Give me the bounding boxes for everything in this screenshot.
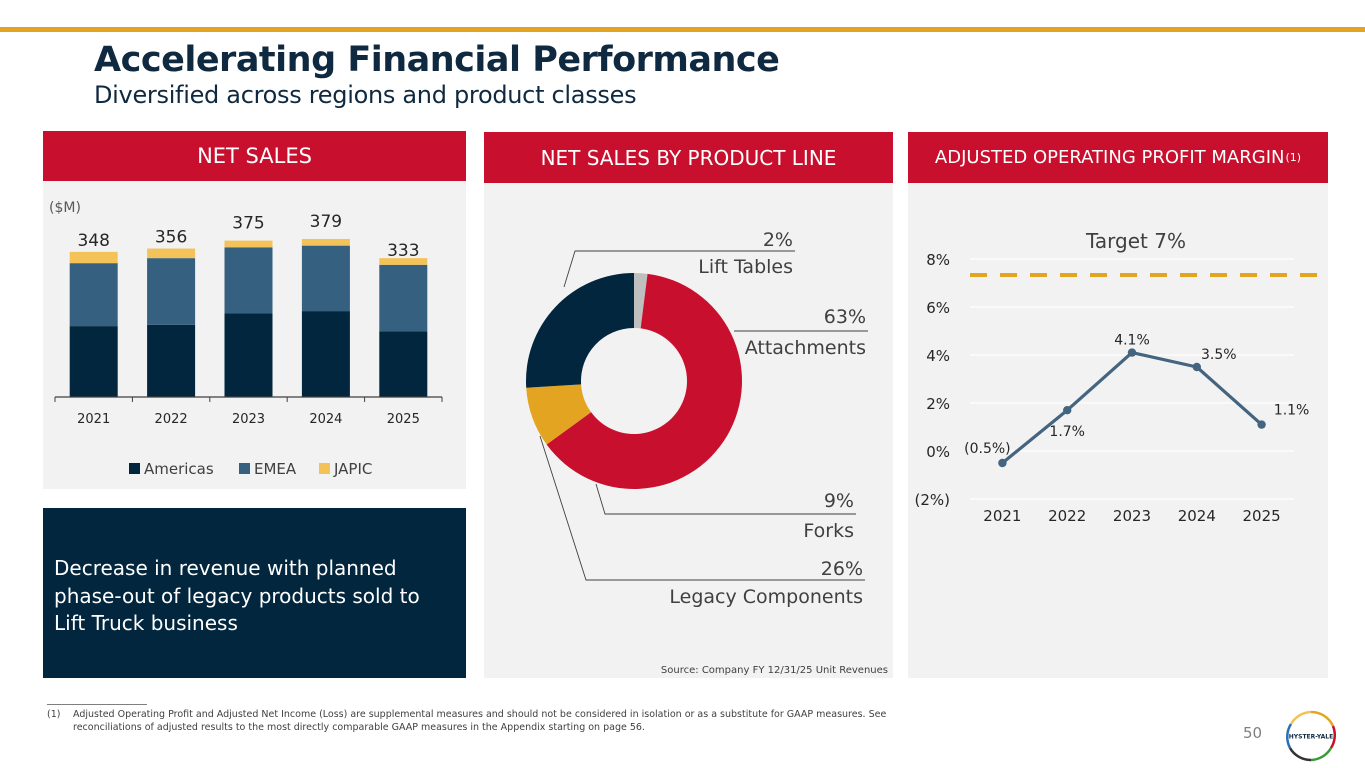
x-tick-label: 2022: [1048, 507, 1086, 525]
leader-line: [539, 435, 865, 581]
bar-total-label: 333: [387, 241, 419, 261]
data-label: 1.7%: [1049, 424, 1085, 440]
footnote: (1) Adjusted Operating Profit and Adjust…: [47, 708, 953, 734]
slice-percent-label: 2%: [763, 229, 793, 251]
y-tick-label: 2%: [926, 395, 950, 413]
x-tick-label: 2021: [983, 507, 1021, 525]
legend-label-americas: Americas: [144, 460, 214, 478]
callout-text: Decrease in revenue with planned phase-o…: [54, 556, 420, 635]
x-tick-label: 2024: [1178, 507, 1216, 525]
footnote-text: Adjusted Operating Profit and Adjusted N…: [73, 709, 887, 733]
op-margin-panel: ADJUSTED OPERATING PROFIT MARGIN (1) Targ…: [908, 132, 1328, 678]
legend-swatch-japic: [319, 463, 330, 474]
bar-americas-2023: [224, 313, 273, 397]
bar-japic-2024: [301, 238, 350, 246]
donut-slice-lift-tables: [634, 273, 648, 329]
data-point-2025: [1257, 420, 1266, 429]
y-tick-label: 4%: [926, 347, 950, 365]
footnote-ref: (1): [1285, 151, 1302, 164]
bar-total-label: 348: [77, 231, 109, 251]
bar-japic-2023: [224, 240, 273, 248]
net-sales-panel: NET SALES ($M) 348 356 375 379 333 2021 2022 2…: [43, 131, 466, 489]
bar-americas-2024: [301, 311, 350, 397]
slice-name-label: Attachments: [745, 337, 866, 359]
margin-line: [1001, 351, 1263, 465]
legend-label-emea: EMEA: [254, 460, 297, 478]
hyster-yale-logo: HYSTER-YALE: [1286, 710, 1336, 762]
bar-japic-2025: [379, 258, 428, 265]
y-tick-label: (2%): [914, 491, 950, 509]
slice-percent-label: 63%: [824, 306, 866, 328]
bar-total-label: 356: [155, 228, 187, 248]
x-tick-label: 2023: [232, 412, 265, 427]
bar-emea-2022: [147, 258, 196, 325]
bar-emea-2021: [69, 263, 118, 327]
donut-slice-attachments: [546, 273, 742, 489]
donut-slice-forks: [526, 384, 592, 445]
data-label: 1.1%: [1274, 403, 1310, 419]
net-sales-header: NET SALES: [43, 131, 466, 181]
data-point-2024: [1192, 362, 1201, 372]
x-tick-label: 2025: [387, 412, 420, 427]
slice-name-label: Forks: [803, 520, 854, 542]
x-tick-label: 2025: [1243, 507, 1281, 525]
donut-slice-legacy-components: [526, 273, 634, 388]
logo-text: HYSTER-YALE: [1289, 734, 1333, 741]
slice-name-label: Legacy Components: [669, 586, 863, 608]
product-line-panel: NET SALES BY PRODUCT LINE 2% Lift Tables 6…: [484, 132, 893, 678]
bar-japic-2021: [69, 251, 118, 264]
accent-bar: [0, 27, 1365, 32]
bar-emea-2023: [224, 247, 273, 314]
bar-americas-2025: [379, 331, 428, 397]
target-label: Target 7%: [1085, 229, 1186, 253]
page-title: Accelerating Financial Performance: [94, 40, 780, 80]
source-note: Source: Company FY 12/31/25 Unit Revenue…: [661, 665, 888, 676]
bar-emea-2025: [379, 264, 428, 332]
x-tick-label: 2024: [309, 412, 342, 427]
bar-americas-2021: [69, 326, 118, 397]
data-point-2023: [1127, 348, 1137, 357]
y-tick-label: 8%: [926, 251, 950, 269]
x-tick-label: 2022: [155, 412, 188, 427]
bar-americas-2022: [147, 324, 196, 397]
product-line-header: NET SALES BY PRODUCT LINE: [484, 132, 893, 183]
leader-line: [563, 250, 795, 288]
bar-total-label: 375: [232, 214, 264, 234]
slice-percent-label: 9%: [824, 490, 854, 512]
footnote-divider: [47, 704, 147, 705]
y-tick-label: 6%: [926, 299, 950, 317]
footnote-marker: (1): [47, 709, 61, 720]
slice-name-label: Lift Tables: [698, 256, 793, 278]
bar-japic-2022: [147, 248, 196, 259]
page-number: 50: [1243, 724, 1263, 742]
x-tick-label: 2021: [77, 412, 110, 427]
product-line-chart: 2% Lift Tables 63% Attachments 9% Forks 26% Leg…: [526, 229, 888, 676]
op-margin-chart: Target 7% (0.5%) 1.7% 4.1% 3.5% 1.1% (2%) 0% 2…: [914, 229, 1318, 525]
data-point-2022: [1063, 406, 1072, 415]
slice-percent-label: 26%: [821, 558, 863, 580]
data-label: 4.1%: [1114, 333, 1150, 349]
bar-total-label: 379: [310, 212, 342, 232]
callout-box: Decrease in revenue with planned phase-o…: [43, 508, 466, 678]
y-tick-label: 0%: [926, 443, 950, 461]
data-label: 3.5%: [1201, 347, 1237, 363]
legend-label-japic: JAPIC: [333, 460, 372, 478]
data-label: (0.5%): [964, 441, 1011, 457]
leader-line: [595, 483, 856, 515]
legend-swatch-americas: [129, 463, 140, 474]
data-point-2021: [998, 458, 1007, 468]
op-margin-header: ADJUSTED OPERATING PROFIT MARGIN (1): [908, 132, 1328, 183]
x-tick-label: 2023: [1113, 507, 1151, 525]
net-sales-chart: ($M) 348 356 375 379 333 2021 2022 2023 2024 202…: [49, 200, 443, 478]
bar-emea-2024: [301, 245, 350, 312]
legend-swatch-emea: [239, 463, 250, 474]
page-subtitle: Diversified across regions and product c…: [94, 81, 637, 109]
op-margin-header-text: ADJUSTED OPERATING PROFIT MARGIN: [934, 147, 1285, 168]
unit-label: ($M): [49, 200, 81, 216]
